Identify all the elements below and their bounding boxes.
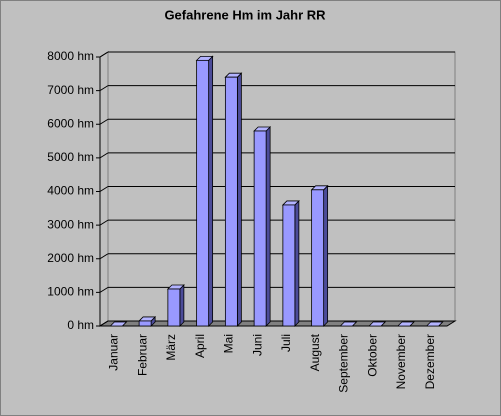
bar (311, 189, 325, 327)
x-tick-label: November (394, 334, 408, 389)
bar-top (425, 321, 444, 327)
x-tick-label: März (164, 334, 178, 361)
bar-side (236, 72, 242, 327)
y-tick-label: 0 hm (67, 318, 94, 332)
bar (167, 288, 181, 327)
grid-line-side (99, 286, 109, 293)
grid-line-side (99, 152, 109, 159)
y-tick-label: 6000 hm (47, 116, 94, 130)
bar-side (323, 184, 329, 327)
x-tick-label: Oktober (365, 334, 379, 377)
grid-line-side (99, 186, 109, 192)
x-tick-label: Februar (135, 334, 149, 376)
bar (224, 76, 238, 327)
bar (282, 204, 296, 327)
y-tick-label: 8000 hm (47, 49, 94, 63)
x-tick-label: Juni (250, 334, 264, 356)
y-tick-label: 7000 hm (47, 83, 94, 97)
bar-top (368, 321, 387, 327)
grid-line-side (99, 253, 109, 260)
grid-line-side (99, 219, 109, 226)
x-tick-label: April (193, 334, 207, 358)
bar (253, 130, 267, 327)
y-tick-label: 1000 hm (47, 285, 94, 299)
bar-top (339, 321, 358, 327)
x-tick-label: September (337, 334, 351, 393)
bar-side (179, 284, 185, 327)
bar-side (265, 126, 271, 327)
x-tick-label: Dezember (423, 334, 437, 389)
bar (138, 320, 152, 327)
chart-title: Gefahrene Hm im Jahr RR (164, 7, 326, 22)
y-tick-label: 3000 hm (47, 217, 94, 231)
x-tick-label: Januar (107, 334, 121, 371)
bar-top (109, 321, 128, 327)
grid-line-side (99, 51, 109, 58)
bar-top (396, 321, 415, 327)
bar-side (294, 199, 300, 327)
x-tick-label: Mai (222, 334, 236, 353)
y-tick-label: 4000 hm (47, 184, 94, 198)
grid-line-side (99, 85, 109, 92)
bar-side (208, 55, 214, 327)
x-tick-label: August (308, 333, 322, 371)
grid-line-side (99, 118, 109, 125)
bar (196, 59, 210, 327)
y-tick-label: 5000 hm (47, 150, 94, 164)
x-tick-label: Juli (279, 334, 293, 352)
y-tick-label: 2000 hm (47, 251, 94, 265)
grid-line-side (99, 320, 109, 327)
